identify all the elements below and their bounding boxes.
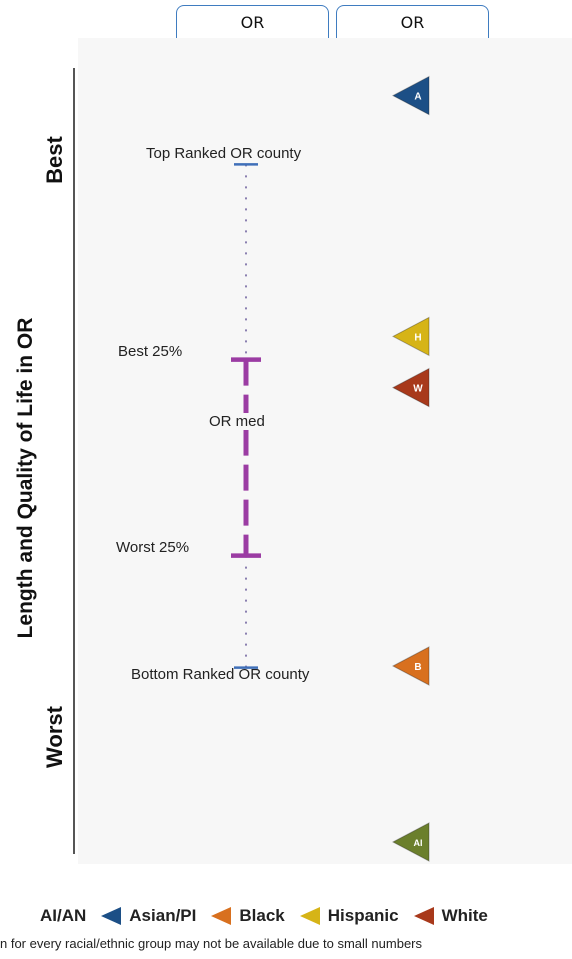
- best25-label: Best 25%: [118, 343, 183, 360]
- legend-marker-icon: [101, 907, 122, 925]
- column-header-right: OR: [336, 5, 489, 38]
- legend-marker-icon: [413, 907, 434, 925]
- legend: AI/AN Asian/PI Black Hispanic White: [0, 903, 572, 929]
- column-header-left: OR: [176, 5, 329, 38]
- footnote: n for every racial/ethnic group may not …: [0, 936, 422, 951]
- group-marker-ai: [391, 822, 430, 862]
- legend-label: Asian/PI: [129, 906, 197, 925]
- group-marker-w: [391, 367, 430, 408]
- group-marker-label-w: W: [413, 384, 423, 395]
- legend-label: Black: [239, 906, 285, 925]
- legend-item-white: White: [413, 906, 488, 926]
- column-header-right-label: OR: [400, 13, 425, 32]
- group-marker-label-a: A: [414, 92, 421, 103]
- group-marker-label-b: B: [414, 662, 421, 673]
- legend-label: AI/AN: [40, 906, 87, 925]
- column-header-left-label: OR: [240, 13, 265, 32]
- top-county-label: Top Ranked OR county: [146, 145, 302, 162]
- group-marker-label-ai: AI: [414, 838, 423, 848]
- legend-item-hispanic: Hispanic: [299, 906, 399, 926]
- group-marker-h: [391, 316, 430, 357]
- legend-marker-icon: [211, 907, 232, 925]
- median-label: OR med: [209, 413, 265, 430]
- legend-item-black: Black: [210, 906, 285, 926]
- group-marker-label-h: H: [414, 332, 421, 343]
- worst25-label: Worst 25%: [116, 539, 190, 556]
- group-marker-a: [391, 75, 430, 116]
- legend-item-asian-pi: Asian/PI: [100, 906, 196, 926]
- plot-area: [78, 38, 572, 864]
- legend-label: Hispanic: [327, 906, 399, 925]
- group-marker-b: [391, 646, 430, 686]
- y-axis-line: [73, 68, 75, 854]
- legend-marker-icon: [299, 907, 320, 925]
- bottom-county-label: Bottom Ranked OR county: [131, 666, 310, 683]
- legend-item-ai-an: AI/AN: [40, 906, 86, 926]
- legend-label: White: [441, 906, 488, 925]
